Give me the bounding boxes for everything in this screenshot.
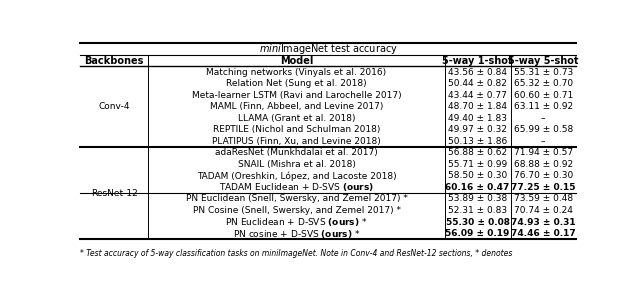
Text: MAML (Finn, Abbeel, and Levine 2017): MAML (Finn, Abbeel, and Levine 2017) [210, 102, 383, 111]
Text: 55.30 ± 0.08: 55.30 ± 0.08 [445, 218, 509, 227]
Text: 43.44 ± 0.77: 43.44 ± 0.77 [448, 91, 507, 100]
Text: REPTILE (Nichol and Schulman 2018): REPTILE (Nichol and Schulman 2018) [213, 125, 380, 134]
Text: Relation Net (Sung et al. 2018): Relation Net (Sung et al. 2018) [226, 79, 367, 88]
Text: 74.93 ± 0.31: 74.93 ± 0.31 [511, 218, 575, 227]
Text: 50.44 ± 0.82: 50.44 ± 0.82 [448, 79, 507, 88]
Text: 49.97 ± 0.32: 49.97 ± 0.32 [448, 125, 507, 134]
Text: Matching networks (Vinyals et al. 2016): Matching networks (Vinyals et al. 2016) [207, 68, 387, 77]
Text: 77.25 ± 0.15: 77.25 ± 0.15 [511, 183, 575, 192]
Text: LLAMA (Grant et al. 2018): LLAMA (Grant et al. 2018) [237, 114, 355, 123]
Text: 74.46 ± 0.17: 74.46 ± 0.17 [511, 229, 575, 238]
Text: $\it{mini}$ImageNet test accuracy: $\it{mini}$ImageNet test accuracy [259, 42, 397, 56]
Text: 43.56 ± 0.84: 43.56 ± 0.84 [448, 68, 507, 77]
Text: 52.31 ± 0.83: 52.31 ± 0.83 [448, 206, 507, 215]
Text: 56.09 ± 0.19: 56.09 ± 0.19 [445, 229, 509, 238]
Text: 60.60 ± 0.71: 60.60 ± 0.71 [514, 91, 573, 100]
Text: SNAIL (Mishra et al. 2018): SNAIL (Mishra et al. 2018) [237, 160, 355, 169]
Text: 71.94 ± 0.57: 71.94 ± 0.57 [514, 148, 573, 157]
Text: 50.13 ± 1.86: 50.13 ± 1.86 [448, 137, 507, 146]
Text: PN Cosine (Snell, Swersky, and Zemel 2017) *: PN Cosine (Snell, Swersky, and Zemel 201… [193, 206, 401, 215]
Text: Meta-learner LSTM (Ravi and Larochelle 2017): Meta-learner LSTM (Ravi and Larochelle 2… [192, 91, 401, 100]
Text: 48.70 ± 1.84: 48.70 ± 1.84 [448, 102, 507, 111]
Text: 63.11 ± 0.92: 63.11 ± 0.92 [514, 102, 573, 111]
Text: 55.71 ± 0.99: 55.71 ± 0.99 [448, 160, 507, 169]
Text: adaResNet (Munkhdalai et al. 2017): adaResNet (Munkhdalai et al. 2017) [215, 148, 378, 157]
Text: 56.88 ± 0.62: 56.88 ± 0.62 [448, 148, 507, 157]
Text: 5-way 5-shot: 5-way 5-shot [508, 56, 579, 66]
Text: PN Euclidean (Snell, Swersky, and Zemel 2017) *: PN Euclidean (Snell, Swersky, and Zemel … [186, 195, 408, 204]
Text: 55.31 ± 0.73: 55.31 ± 0.73 [514, 68, 573, 77]
Text: ResNet-12: ResNet-12 [91, 189, 138, 198]
Text: TADAM Euclidean + D-SVS $\mathbf{(ours)}$: TADAM Euclidean + D-SVS $\mathbf{(ours)}… [219, 181, 374, 193]
Text: –: – [541, 114, 545, 123]
Text: 5-way 1-shot: 5-way 1-shot [442, 56, 513, 66]
Text: 68.88 ± 0.92: 68.88 ± 0.92 [514, 160, 573, 169]
Text: 73.59 ± 0.48: 73.59 ± 0.48 [514, 195, 573, 204]
Text: 58.50 ± 0.30: 58.50 ± 0.30 [448, 171, 507, 180]
Text: 53.89 ± 0.38: 53.89 ± 0.38 [448, 195, 507, 204]
Text: 65.99 ± 0.58: 65.99 ± 0.58 [514, 125, 573, 134]
Text: 49.40 ± 1.83: 49.40 ± 1.83 [448, 114, 507, 123]
Text: 70.74 ± 0.24: 70.74 ± 0.24 [514, 206, 573, 215]
Text: PN cosine + D-SVS $\mathbf{(ours)}$ *: PN cosine + D-SVS $\mathbf{(ours)}$ * [233, 228, 360, 240]
Text: Model: Model [280, 56, 313, 66]
Text: 65.32 ± 0.70: 65.32 ± 0.70 [514, 79, 573, 88]
Text: 76.70 ± 0.30: 76.70 ± 0.30 [514, 171, 573, 180]
Text: PLATIPUS (Finn, Xu, and Levine 2018): PLATIPUS (Finn, Xu, and Levine 2018) [212, 137, 381, 146]
Text: * Test accuracy of 5-way classification tasks on miniImageNet. Note in Conv-4 an: * Test accuracy of 5-way classification … [80, 249, 513, 258]
Text: TADAM (Oreshkin, López, and Lacoste 2018): TADAM (Oreshkin, López, and Lacoste 2018… [196, 171, 396, 181]
Text: –: – [541, 137, 545, 146]
Text: Conv-4: Conv-4 [99, 102, 130, 111]
Text: 60.16 ± 0.47: 60.16 ± 0.47 [445, 183, 509, 192]
Text: Backbones: Backbones [84, 56, 144, 66]
Text: PN Euclidean + D-SVS $\mathbf{(ours)}$ *: PN Euclidean + D-SVS $\mathbf{(ours)}$ * [225, 216, 368, 228]
